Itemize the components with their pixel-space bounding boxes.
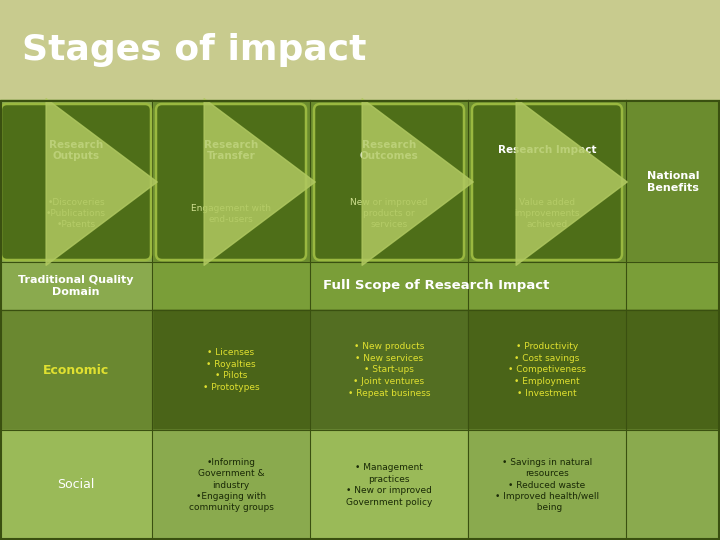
Text: • New products
• New services
• Start-ups
• Joint ventures
• Repeat business: • New products • New services • Start-up… [348, 342, 431, 398]
Bar [0, 310, 152, 430]
Bar [468, 310, 626, 430]
Bar [0, 430, 720, 540]
Bar [626, 310, 720, 430]
Text: • Management
practices
• New or improved
Government policy: • Management practices • New or improved… [346, 463, 432, 507]
Text: Stages of impact: Stages of impact [22, 33, 366, 67]
Bar [626, 430, 720, 540]
Bar [152, 430, 310, 540]
Bar [0, 262, 152, 310]
Bar [1, 101, 719, 539]
Text: • Savings in natural
resources
• Reduced waste
• Improved health/well
  being: • Savings in natural resources • Reduced… [495, 457, 599, 512]
Bar [310, 310, 468, 430]
Text: Research
Transfer: Research Transfer [204, 139, 258, 161]
FancyBboxPatch shape [472, 104, 622, 260]
Text: Research Impact: Research Impact [498, 145, 596, 156]
Bar [0, 310, 720, 430]
Text: Social: Social [58, 478, 95, 491]
Text: •Discoveries
•Publications
•Patents: •Discoveries •Publications •Patents [46, 198, 106, 229]
Bar [0, 100, 720, 540]
Text: National
Benefits: National Benefits [647, 171, 699, 193]
Bar [0, 100, 152, 540]
Bar [468, 430, 626, 540]
Text: • Productivity
• Cost savings
• Competiveness
• Employment
• Investment: • Productivity • Cost savings • Competiv… [508, 342, 586, 398]
Bar [0, 430, 152, 540]
FancyBboxPatch shape [156, 104, 306, 260]
Text: Research
Outcomes: Research Outcomes [359, 139, 418, 161]
Text: New or improved
products or
services: New or improved products or services [350, 198, 428, 229]
Text: Engagement with
end-users: Engagement with end-users [191, 204, 271, 224]
FancyBboxPatch shape [1, 104, 151, 260]
Text: •Informing
Government &
industry
•Engaging with
community groups: •Informing Government & industry •Engagi… [189, 457, 274, 512]
Text: Value added
improvements
achieved: Value added improvements achieved [514, 198, 580, 229]
Text: • Licenses
• Royalties
• Pilots
• Prototypes: • Licenses • Royalties • Pilots • Protot… [203, 348, 259, 392]
Bar [152, 262, 720, 310]
Text: Research
Outputs: Research Outputs [49, 139, 103, 161]
Text: Traditional Quality
Domain: Traditional Quality Domain [18, 275, 134, 297]
Text: Economic: Economic [43, 363, 109, 376]
Bar [310, 430, 468, 540]
FancyBboxPatch shape [314, 104, 464, 260]
Text: Full Scope of Research Impact: Full Scope of Research Impact [323, 280, 549, 293]
Bar [152, 310, 310, 430]
